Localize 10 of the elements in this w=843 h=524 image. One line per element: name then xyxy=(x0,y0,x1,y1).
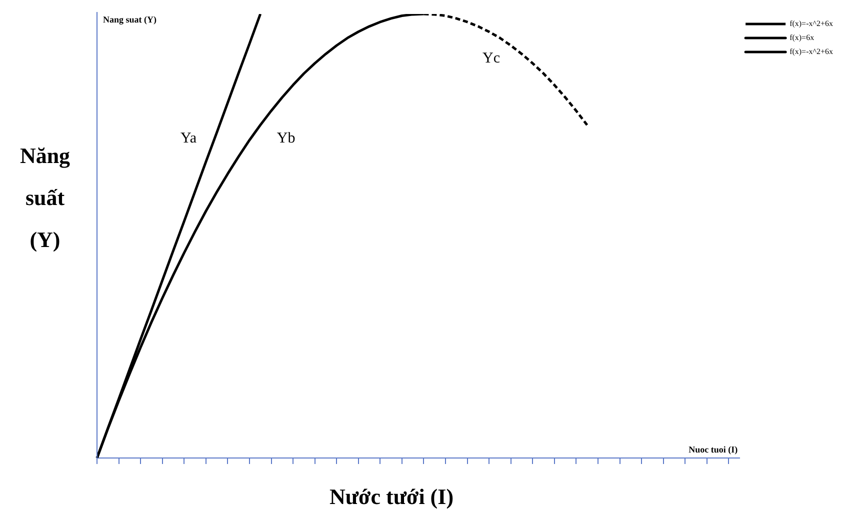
annotation: Yb xyxy=(276,130,296,146)
x-axis-title: Nước tưới (I) xyxy=(328,484,455,510)
legend-label: f(x)=-x^2+6x xyxy=(790,19,834,28)
annotation: Yc xyxy=(482,50,500,66)
y-axis-title: Năng suất (Y) xyxy=(18,142,72,254)
legend-label: f(x)=6x xyxy=(790,33,814,42)
annotation: Nuoc tuoi (I) xyxy=(688,444,738,454)
annotation: Nang suat (Y) xyxy=(103,14,157,24)
annotation: Ya xyxy=(180,130,197,146)
legend-label: f(x)=-x^2+6x xyxy=(790,47,834,56)
